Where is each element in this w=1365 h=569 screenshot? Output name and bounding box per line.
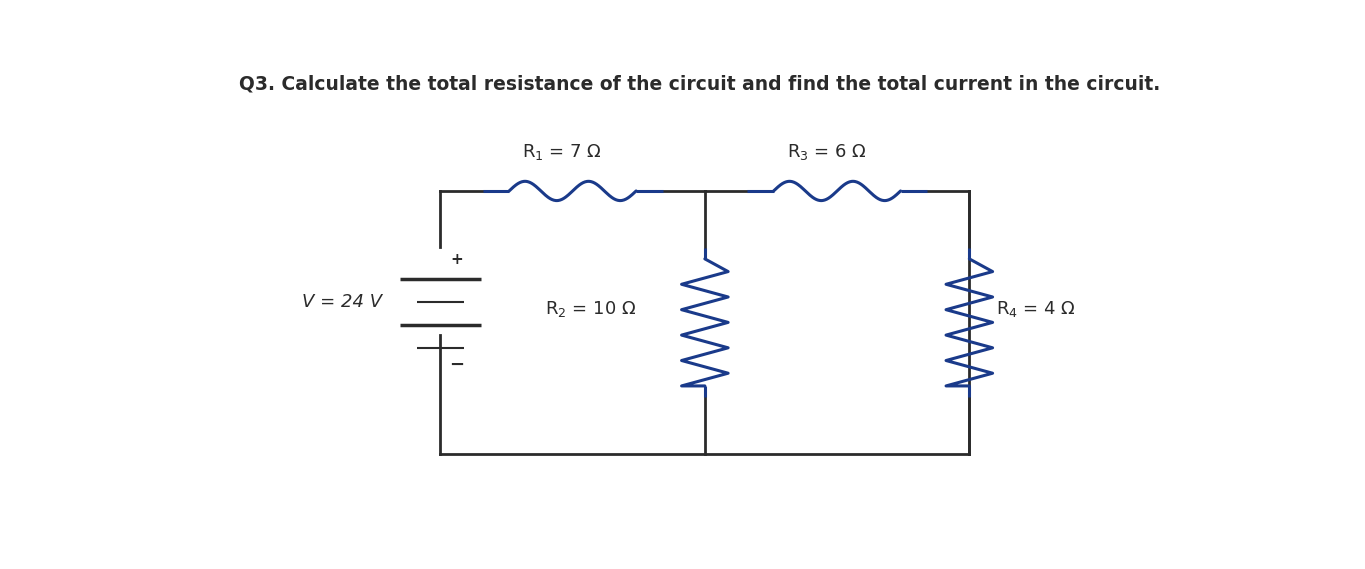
Text: −: − (449, 356, 464, 374)
Text: V = 24 V: V = 24 V (302, 293, 382, 311)
Text: Q3. Calculate the total resistance of the circuit and find the total current in : Q3. Calculate the total resistance of th… (239, 75, 1160, 94)
Text: R$_3$ = 6 $\Omega$: R$_3$ = 6 $\Omega$ (786, 142, 867, 163)
Text: R$_1$ = 7 $\Omega$: R$_1$ = 7 $\Omega$ (521, 142, 602, 163)
Text: R$_2$ = 10 $\Omega$: R$_2$ = 10 $\Omega$ (545, 299, 636, 319)
Text: R$_4$ = 4 $\Omega$: R$_4$ = 4 $\Omega$ (996, 299, 1076, 319)
Text: +: + (450, 252, 463, 267)
